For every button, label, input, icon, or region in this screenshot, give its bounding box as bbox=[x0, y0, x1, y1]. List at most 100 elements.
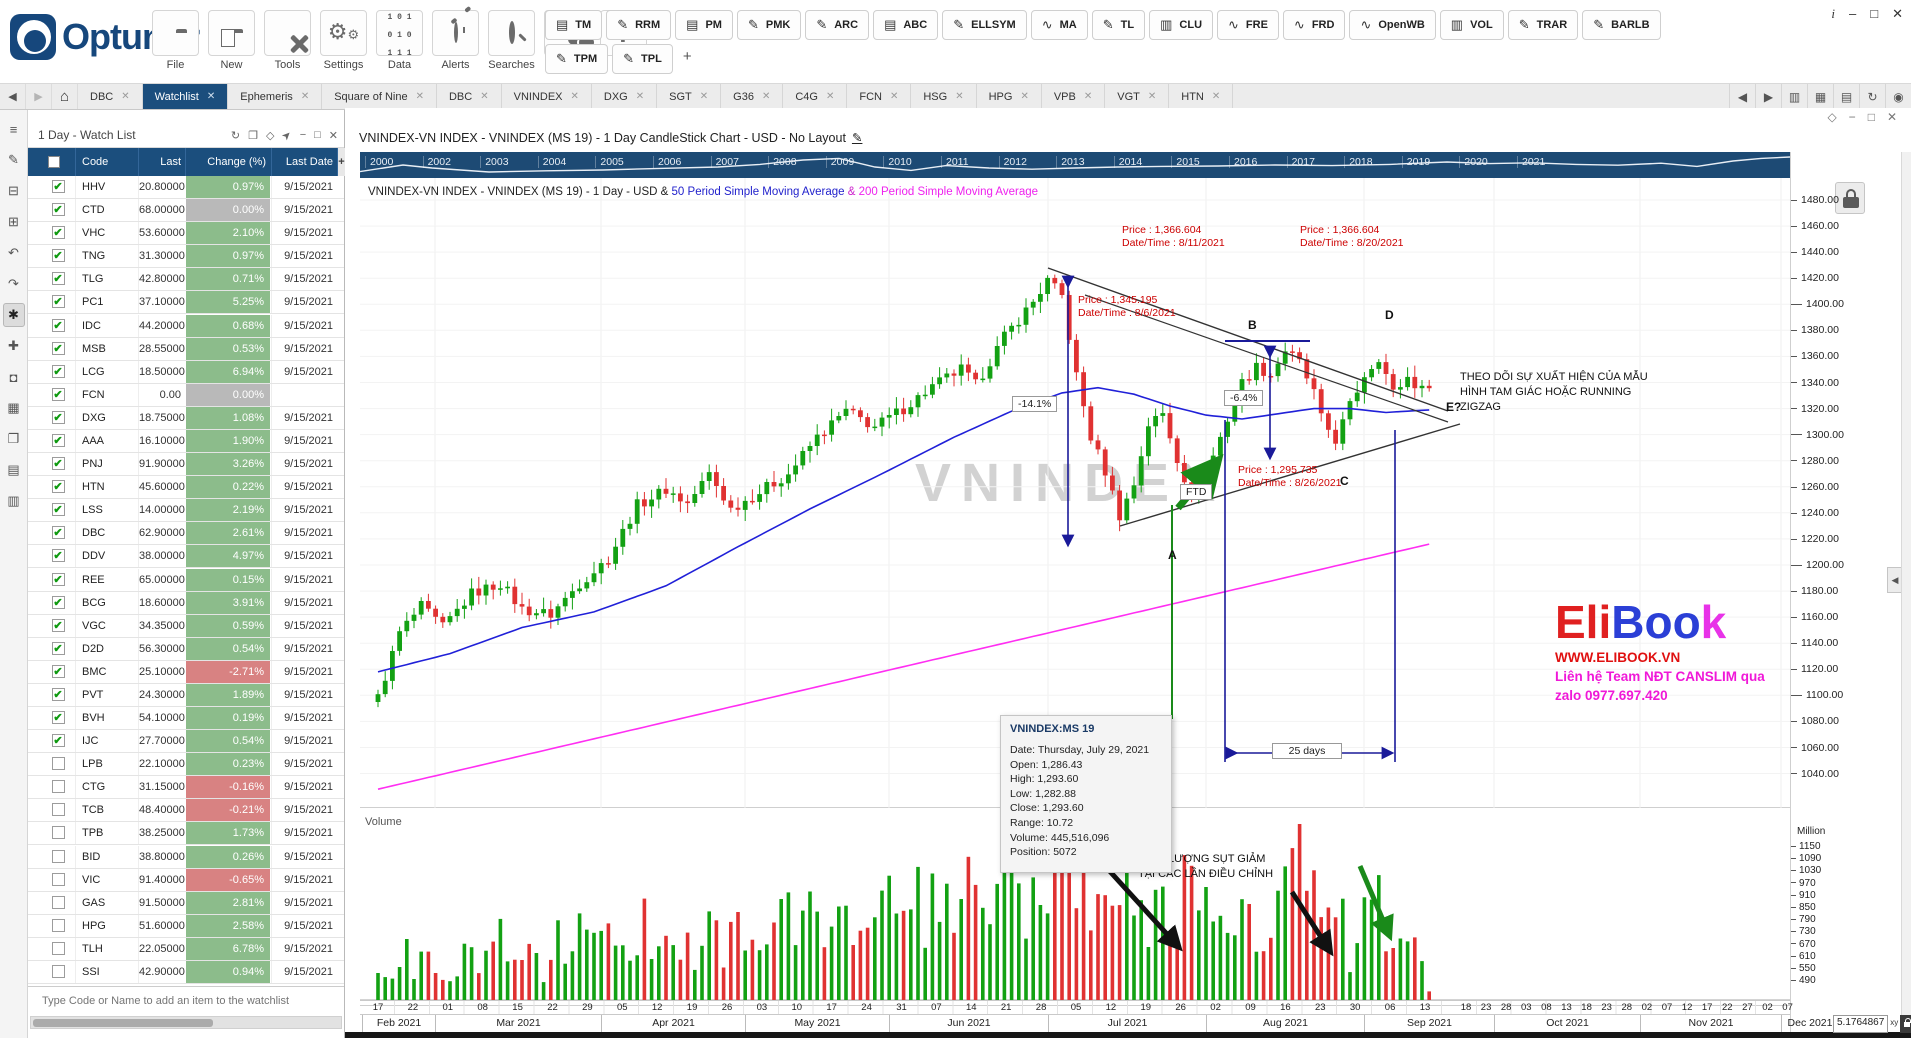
axis-lock-icon[interactable] bbox=[1900, 1015, 1911, 1033]
layout-grid-icon[interactable]: ▦ bbox=[1807, 84, 1833, 109]
close-tab-icon[interactable]: ✕ bbox=[635, 91, 645, 102]
tool-button-vol[interactable]: ▥ VOL bbox=[1439, 10, 1504, 40]
watchlist-row-bcg[interactable]: ✔ BCG 18.60000 3.91% 9/15/2021 bbox=[28, 591, 344, 615]
tool-button-pm[interactable]: ▤ PM bbox=[675, 10, 733, 40]
price-axis[interactable]: 1480.00 1460.00 1440.00 1420.00 1400.00 1380.… bbox=[1790, 152, 1903, 1038]
lock-icon[interactable]: ◘ bbox=[9, 369, 18, 385]
right-scroll-rail[interactable] bbox=[1901, 152, 1911, 1038]
watchlist-row-vhc[interactable]: ✔ VHC 53.60000 2.10% 9/15/2021 bbox=[28, 222, 344, 246]
row-checkbox[interactable]: ✔ bbox=[51, 572, 65, 586]
tab-dxg[interactable]: DXG ✕ bbox=[592, 84, 658, 109]
screenshot-icon[interactable]: ◉ bbox=[1885, 84, 1911, 109]
close-icon[interactable]: ✕ bbox=[1886, 110, 1897, 124]
column-header-last-date[interactable]: Last Date bbox=[271, 148, 337, 176]
column-header-change[interactable]: Change (%) bbox=[185, 148, 271, 176]
row-checkbox[interactable]: ✔ bbox=[51, 457, 65, 470]
tool-button-ellsym[interactable]: ✎ ELLSYM bbox=[942, 10, 1027, 40]
price-annotation-4[interactable]: Price : 1,295.735 Date/Time : 8/26/2021 bbox=[1238, 464, 1342, 489]
minimize-icon[interactable]: − bbox=[1848, 110, 1856, 124]
refresh-icon[interactable]: ↻ bbox=[1859, 84, 1885, 109]
maximize-icon[interactable]: □ bbox=[1867, 110, 1875, 124]
ascending-trendline[interactable] bbox=[1119, 423, 1461, 527]
row-checkbox[interactable]: ✔ bbox=[51, 364, 65, 378]
watchlist-row-tlh[interactable]: TLH 22.05000 6.78% 9/15/2021 bbox=[28, 937, 344, 961]
tool-button-barlb[interactable]: ✎ BARLB bbox=[1582, 10, 1661, 40]
close-tab-icon[interactable]: ✕ bbox=[889, 91, 899, 102]
close-tab-icon[interactable]: ✕ bbox=[761, 91, 771, 102]
tools-icon[interactable]: ✱ bbox=[2, 303, 25, 327]
tab-g36[interactable]: G36 ✕ bbox=[721, 84, 784, 109]
watchlist-row-hpg[interactable]: HPG 51.60000 2.58% 9/15/2021 bbox=[28, 914, 344, 938]
watchlist-hscrollbar[interactable] bbox=[30, 1016, 342, 1029]
copy-icon[interactable]: ❐ bbox=[7, 431, 20, 446]
info-icon[interactable]: i bbox=[1831, 6, 1835, 21]
add-tool-button[interactable]: + bbox=[682, 48, 692, 65]
row-checkbox[interactable]: ✔ bbox=[51, 711, 65, 724]
price-annotation-1[interactable]: Price : 1,366.604 Date/Time : 8/11/2021 bbox=[1122, 224, 1225, 249]
tab-sgt[interactable]: SGT ✕ bbox=[657, 84, 722, 109]
pin-icon[interactable]: ➤ bbox=[279, 128, 295, 144]
tool-button-frd[interactable]: ∿ FRD bbox=[1282, 10, 1346, 40]
pct-drop-label-2[interactable]: -6.4% bbox=[1224, 390, 1264, 406]
column-header-last[interactable]: Last bbox=[138, 148, 185, 176]
watchlist-row-bid[interactable]: BID 38.80000 0.26% 9/15/2021 bbox=[28, 845, 344, 869]
new-button[interactable]: New bbox=[208, 10, 255, 71]
minimize-icon[interactable]: – bbox=[1849, 6, 1857, 21]
row-checkbox[interactable] bbox=[51, 941, 65, 955]
tool-button-rrm[interactable]: ✎ RRM bbox=[606, 10, 672, 40]
scrollbar-thumb[interactable] bbox=[33, 1019, 213, 1027]
tool-button-ma[interactable]: ∿ MA bbox=[1030, 10, 1088, 40]
watchlist-row-tpb[interactable]: TPB 38.25000 1.73% 9/15/2021 bbox=[28, 822, 344, 846]
wave-label-a[interactable]: A bbox=[1168, 548, 1177, 562]
elibook-website[interactable]: WWW.ELIBOOK.VN bbox=[1555, 650, 1681, 665]
row-checkbox[interactable]: ✔ bbox=[51, 410, 65, 424]
wave-label-d[interactable]: D bbox=[1385, 308, 1394, 322]
watchlist-row-ctd[interactable]: ✔ CTD 68.00000 0.00% 9/15/2021 bbox=[28, 199, 344, 223]
price-annotation-2[interactable]: Price : 1,366.604 Date/Time : 8/20/2021 bbox=[1300, 224, 1404, 249]
diamond-icon[interactable]: ◇ bbox=[266, 130, 275, 142]
row-checkbox[interactable]: ✔ bbox=[51, 272, 65, 286]
descending-trendline-1[interactable] bbox=[1047, 267, 1449, 412]
tool-button-tpl[interactable]: ✎ TPL bbox=[612, 44, 673, 74]
select-all-checkbox[interactable] bbox=[48, 156, 60, 168]
watchlist-row-vgc[interactable]: ✔ VGC 34.35000 0.59% 9/15/2021 bbox=[28, 614, 344, 638]
wave-label-b[interactable]: B bbox=[1248, 318, 1257, 332]
close-icon[interactable]: ✕ bbox=[328, 130, 338, 142]
row-checkbox[interactable]: ✔ bbox=[51, 664, 65, 678]
days-count-label[interactable]: 25 days bbox=[1272, 743, 1342, 759]
tab-vpb[interactable]: VPB ✕ bbox=[1042, 84, 1106, 109]
row-checkbox[interactable] bbox=[51, 964, 65, 978]
searches-button[interactable]: Searches bbox=[488, 10, 535, 71]
date-axis-months[interactable]: Feb 2021 Mar 2021 Apr 2021 May 2021 Jun 2021… bbox=[360, 1015, 1838, 1032]
row-checkbox[interactable]: ✔ bbox=[51, 226, 65, 240]
tab-ephemeris[interactable]: Ephemeris ✕ bbox=[228, 84, 323, 109]
tab-c4g[interactable]: C4G ✕ bbox=[783, 84, 848, 109]
row-checkbox[interactable] bbox=[51, 826, 65, 840]
tool-button-openwb[interactable]: ∿ OpenWB bbox=[1349, 10, 1436, 40]
tab-scroll-right-icon[interactable]: ▶ bbox=[26, 84, 52, 109]
diamond-icon[interactable]: ◇ bbox=[1827, 110, 1837, 124]
close-tab-icon[interactable]: ✕ bbox=[1211, 91, 1221, 102]
edit-title-icon[interactable]: ✎ bbox=[851, 131, 863, 145]
close-tab-icon[interactable]: ✕ bbox=[1147, 91, 1157, 102]
watchlist-row-idc[interactable]: ✔ IDC 44.20000 0.68% 9/15/2021 bbox=[28, 314, 344, 338]
axis-scale-value[interactable]: 5.1764867 bbox=[1833, 1015, 1889, 1033]
undo-icon[interactable]: ↶ bbox=[8, 245, 19, 260]
watchlist-row-bmc[interactable]: ✔ BMC 25.10000 -2.71% 9/15/2021 bbox=[28, 660, 344, 684]
watchlist-row-vic[interactable]: VIC 91.40000 -0.65% 9/15/2021 bbox=[28, 868, 344, 892]
wave-label-c[interactable]: C bbox=[1340, 474, 1349, 488]
tool-button-trar[interactable]: ✎ TRAR bbox=[1507, 10, 1579, 40]
axis-lock-icon[interactable] bbox=[1835, 182, 1865, 214]
row-checkbox[interactable]: ✔ bbox=[51, 618, 65, 632]
row-checkbox[interactable] bbox=[51, 895, 65, 909]
home-icon[interactable]: ⌂ bbox=[52, 84, 78, 109]
watchlist-row-ree[interactable]: ✔ REE 65.00000 0.15% 9/15/2021 bbox=[28, 568, 344, 592]
tool-button-pmk[interactable]: ✎ PMK bbox=[736, 10, 802, 40]
watchlist-row-ddv[interactable]: ✔ DDV 38.00000 4.97% 9/15/2021 bbox=[28, 545, 344, 569]
watchlist-row-tlg[interactable]: ✔ TLG 42.80000 0.71% 9/15/2021 bbox=[28, 268, 344, 292]
row-checkbox[interactable] bbox=[51, 757, 65, 771]
close-tab-icon[interactable]: ✕ bbox=[206, 91, 216, 102]
watchlist-row-aaa[interactable]: ✔ AAA 16.10000 1.90% 9/15/2021 bbox=[28, 429, 344, 453]
file-button[interactable]: File bbox=[152, 10, 199, 71]
maximize-icon[interactable]: □ bbox=[314, 129, 321, 141]
